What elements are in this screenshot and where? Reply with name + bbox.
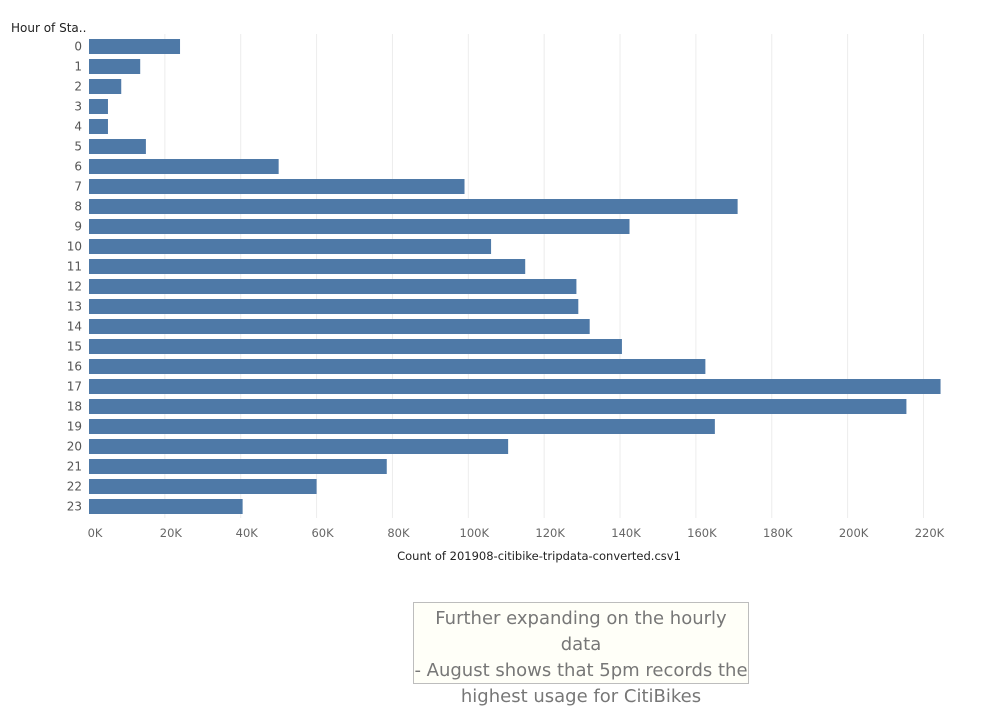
y-tick-label: 18 (67, 400, 82, 414)
bar-hour-20 (89, 439, 509, 454)
bar-hour-3 (89, 99, 108, 114)
y-tick-label: 22 (67, 480, 82, 494)
y-tick-label: 1 (74, 60, 82, 74)
y-tick-label: 10 (67, 240, 82, 254)
bar-hour-10 (89, 239, 492, 254)
x-tick-label: 180K (763, 526, 793, 540)
y-tick-label: 17 (67, 380, 82, 394)
bar-hour-6 (89, 159, 279, 174)
y-tick-label: 7 (74, 180, 82, 194)
bar-hour-23 (89, 499, 243, 514)
x-tick-label: 0K (88, 526, 103, 540)
annotation-line-3: highest usage for CitiBikes (460, 686, 702, 707)
x-tick-label: 100K (460, 526, 490, 540)
x-axis-title: Count of 201908-citibike-tripdata-conver… (397, 549, 681, 563)
bar-hour-7 (89, 179, 465, 194)
bar-hour-19 (89, 419, 715, 434)
y-tick-label: 9 (74, 220, 82, 234)
bar-hour-0 (89, 39, 181, 54)
y-tick-label: 15 (67, 340, 82, 354)
y-tick-label: 21 (67, 460, 82, 474)
bar-hour-8 (89, 199, 738, 214)
y-tick-label: 4 (74, 120, 82, 134)
x-tick-label: 200K (839, 526, 869, 540)
x-tick-labels: 0K 20K 40K 60K 80K 100K 120K 140K 160K 180K 200K 22… (88, 526, 945, 540)
bar-hour-16 (89, 359, 706, 374)
x-tick-label: 20K (160, 526, 183, 540)
y-tick-label: 12 (67, 280, 82, 294)
bar-hour-5 (89, 139, 146, 154)
x-tick-label: 60K (311, 526, 334, 540)
bar-chart: Hour of Sta.. 01234567891011121314151617… (11, 21, 945, 563)
y-tick-label: 20 (67, 440, 82, 454)
y-tick-label: 6 (74, 160, 82, 174)
gridlines (164, 34, 924, 518)
bar-hour-11 (89, 259, 526, 274)
bars (89, 39, 941, 514)
bar-hour-13 (89, 299, 579, 314)
x-tick-label: 140K (611, 526, 641, 540)
y-tick-label: 11 (67, 260, 82, 274)
y-tick-label: 8 (74, 200, 82, 214)
y-axis-title: Hour of Sta.. (11, 21, 86, 35)
y-tick-label: 16 (67, 360, 82, 374)
bar-hour-4 (89, 119, 108, 134)
y-tick-label: 23 (67, 500, 82, 514)
x-tick-label: 80K (387, 526, 410, 540)
y-tick-label: 2 (74, 80, 82, 94)
bar-hour-14 (89, 319, 590, 334)
bar-hour-1 (89, 59, 141, 74)
y-tick-label: 19 (67, 420, 82, 434)
bar-hour-18 (89, 399, 907, 414)
bar-hour-12 (89, 279, 577, 294)
bar-hour-21 (89, 459, 387, 474)
y-tick-label: 0 (74, 40, 82, 54)
y-tick-label: 14 (67, 320, 82, 334)
x-tick-label: 220K (915, 526, 945, 540)
bar-hour-9 (89, 219, 630, 234)
annotation-line-2: - August shows that 5pm records the (414, 660, 748, 681)
x-tick-label: 120K (535, 526, 565, 540)
bar-hour-22 (89, 479, 317, 494)
y-tick-label: 13 (67, 300, 82, 314)
y-tick-label: 5 (74, 140, 82, 154)
bar-hour-17 (89, 379, 941, 394)
y-tick-label: 3 (74, 100, 82, 114)
annotation-line-1: Further expanding on the hourly data (435, 608, 727, 655)
x-tick-label: 40K (236, 526, 259, 540)
annotation-box: Further expanding on the hourly data - A… (413, 602, 749, 707)
bar-hour-2 (89, 79, 122, 94)
bar-hour-15 (89, 339, 622, 354)
x-tick-label: 160K (687, 526, 717, 540)
